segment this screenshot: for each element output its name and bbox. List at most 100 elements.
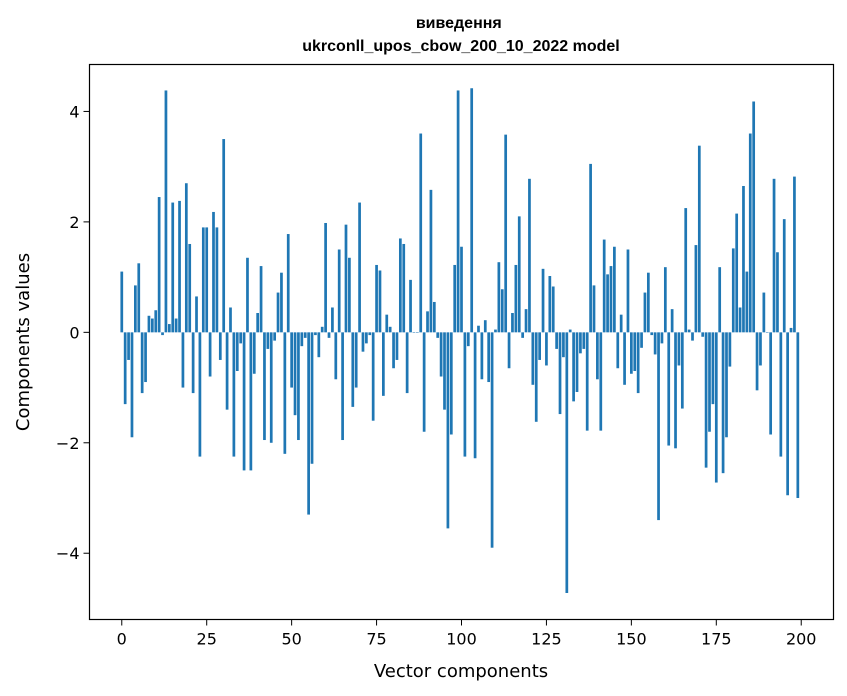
bar bbox=[551, 286, 555, 333]
bar bbox=[266, 332, 270, 349]
bar bbox=[134, 285, 137, 333]
bar bbox=[555, 332, 558, 349]
bar bbox=[161, 332, 164, 336]
bar bbox=[497, 262, 501, 333]
bar bbox=[300, 332, 304, 347]
x-tick-label: 100 bbox=[446, 630, 477, 649]
bar bbox=[473, 332, 477, 459]
bar bbox=[694, 245, 698, 333]
bar bbox=[548, 276, 552, 333]
bar bbox=[786, 332, 789, 496]
bar bbox=[558, 332, 562, 415]
bar bbox=[568, 329, 572, 333]
bar bbox=[582, 332, 586, 349]
bar bbox=[371, 332, 375, 421]
bar bbox=[178, 200, 181, 333]
bar bbox=[409, 279, 412, 333]
bar bbox=[789, 327, 793, 333]
bar bbox=[796, 332, 800, 499]
bar bbox=[623, 332, 626, 385]
bar bbox=[453, 264, 457, 333]
bar bbox=[793, 176, 796, 333]
bar bbox=[286, 234, 290, 333]
bar bbox=[507, 332, 511, 369]
bar bbox=[779, 332, 783, 457]
bar bbox=[419, 133, 423, 333]
bar bbox=[446, 332, 450, 529]
bar bbox=[297, 332, 300, 441]
bar bbox=[443, 332, 446, 410]
bar bbox=[524, 309, 528, 333]
bar bbox=[191, 332, 195, 394]
bar bbox=[449, 332, 453, 435]
chart-title-line-1: виведення bbox=[416, 15, 502, 32]
bar bbox=[477, 325, 480, 333]
bar bbox=[640, 332, 643, 348]
y-tick-label: −4 bbox=[56, 544, 80, 563]
bar bbox=[562, 332, 565, 358]
bar bbox=[684, 208, 688, 333]
bar bbox=[606, 274, 609, 333]
bar bbox=[402, 243, 406, 333]
bar bbox=[235, 332, 239, 371]
bar bbox=[670, 309, 674, 333]
bar bbox=[382, 332, 385, 396]
bar bbox=[150, 318, 154, 333]
bar bbox=[181, 332, 185, 388]
bar bbox=[500, 289, 504, 333]
bar bbox=[755, 332, 759, 391]
bar bbox=[249, 332, 253, 471]
bar bbox=[358, 202, 361, 333]
bar bbox=[531, 332, 535, 385]
x-tick-label: 50 bbox=[281, 630, 301, 649]
bar bbox=[714, 332, 718, 483]
bar bbox=[147, 315, 151, 333]
bar bbox=[137, 263, 141, 333]
y-tick-label: −2 bbox=[56, 434, 80, 453]
bar bbox=[704, 332, 708, 468]
bar bbox=[130, 332, 134, 438]
bar bbox=[585, 332, 589, 431]
bar bbox=[293, 332, 297, 416]
bar bbox=[327, 332, 331, 338]
bar bbox=[633, 332, 637, 371]
bar bbox=[701, 332, 705, 337]
bar bbox=[334, 332, 338, 380]
x-tick-label: 125 bbox=[531, 630, 562, 649]
bar bbox=[674, 332, 677, 449]
bar bbox=[405, 332, 409, 394]
bar bbox=[514, 264, 518, 333]
bar bbox=[320, 326, 324, 333]
bar bbox=[412, 332, 416, 333]
bar bbox=[646, 272, 650, 333]
bar bbox=[456, 90, 460, 333]
bar bbox=[738, 307, 742, 333]
bar bbox=[466, 332, 470, 347]
bar bbox=[198, 332, 202, 457]
bar bbox=[388, 326, 392, 333]
bar bbox=[680, 332, 684, 409]
bar bbox=[650, 332, 654, 336]
bar bbox=[222, 139, 226, 333]
bar bbox=[742, 185, 745, 333]
bar bbox=[205, 227, 209, 333]
bar bbox=[636, 332, 640, 394]
bar bbox=[184, 183, 188, 333]
bar bbox=[772, 178, 776, 333]
bar bbox=[643, 292, 647, 333]
bar bbox=[460, 246, 463, 333]
bar bbox=[164, 90, 168, 333]
y-axis-ticks: −4 −2 0 2 4 bbox=[56, 102, 90, 563]
x-tick-label: 200 bbox=[786, 630, 817, 649]
bar bbox=[201, 227, 205, 333]
bar bbox=[354, 332, 358, 388]
bar bbox=[711, 332, 715, 405]
bar bbox=[283, 332, 287, 454]
bar bbox=[619, 314, 623, 333]
bar bbox=[782, 219, 786, 333]
bar bbox=[290, 332, 293, 388]
bar bbox=[385, 314, 389, 333]
bar bbox=[630, 332, 633, 374]
bar bbox=[483, 320, 487, 333]
